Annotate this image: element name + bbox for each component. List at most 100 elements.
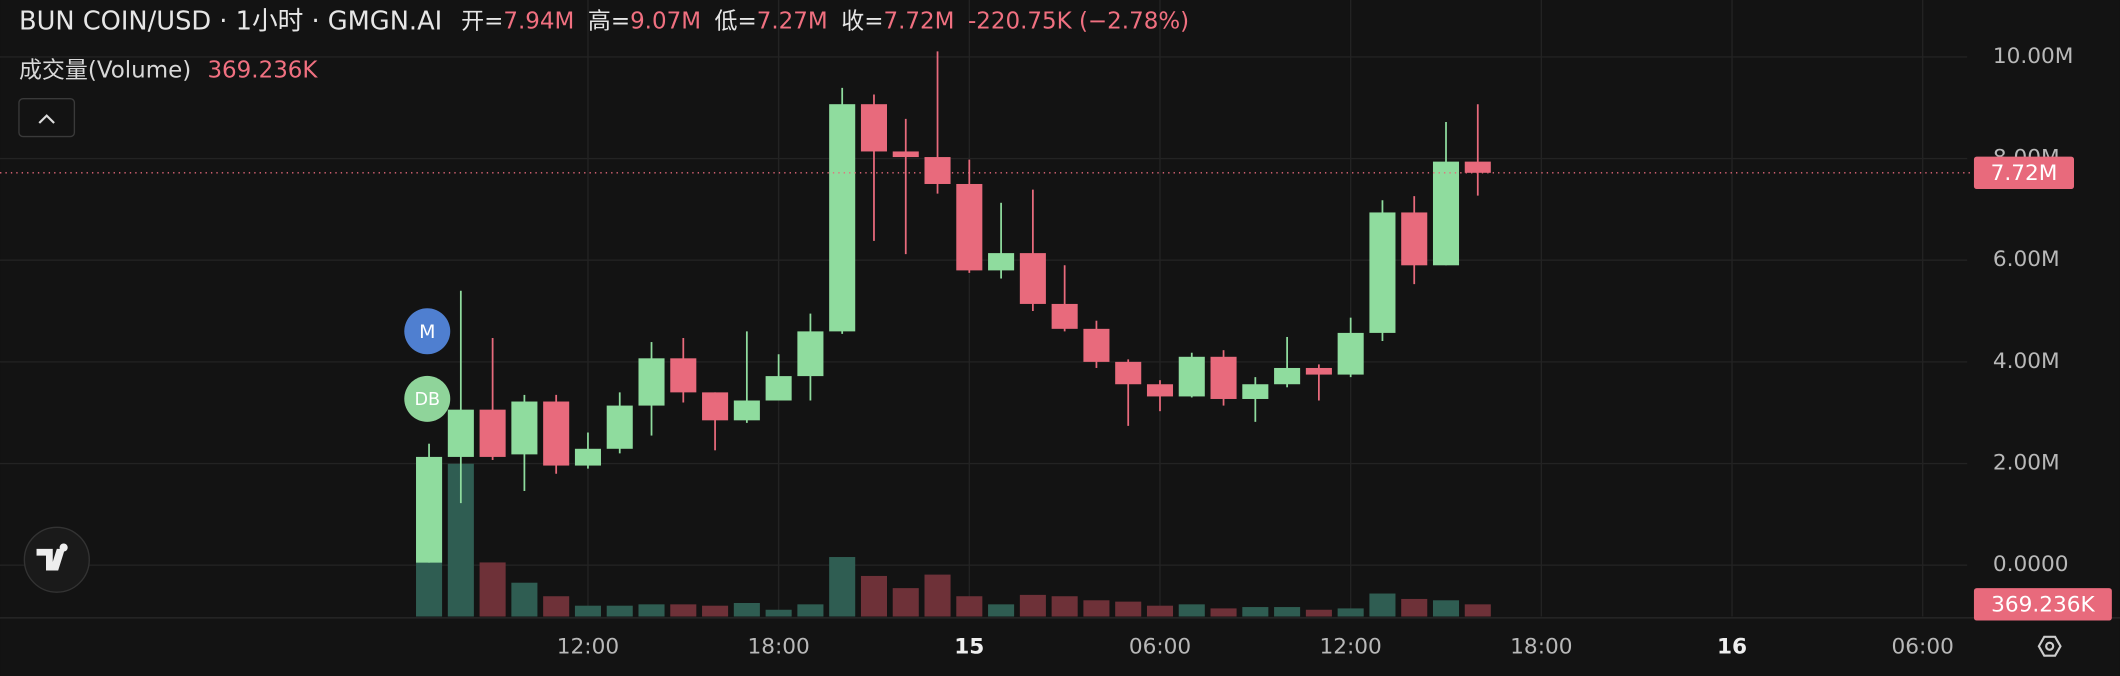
volume-bar <box>765 609 792 617</box>
volume-bar <box>1432 600 1460 617</box>
x-tick-label: 18:00 <box>1510 635 1572 660</box>
settings-button[interactable] <box>2037 635 2062 657</box>
collapse-button-box[interactable] <box>18 98 76 138</box>
candle-body <box>543 401 570 466</box>
x-tick-label: 18:00 <box>747 635 809 660</box>
marker-m[interactable]: M <box>404 308 451 355</box>
candle-body <box>860 104 888 152</box>
candle-body <box>702 392 729 421</box>
volume-bar <box>1274 607 1301 617</box>
volume-bar <box>956 596 983 617</box>
volume-bar <box>670 604 697 617</box>
change-value: -220.75K (−2.78%) <box>968 8 1189 34</box>
volume-bar <box>733 602 760 617</box>
volume-bar <box>1115 601 1142 617</box>
overlay: 7.72M 369.236K <box>0 156 2112 621</box>
marker-db-circle[interactable] <box>404 375 451 422</box>
collapse-icon[interactable] <box>38 114 55 124</box>
logo-mark[interactable] <box>36 543 68 571</box>
volume-bar <box>1178 604 1205 617</box>
volume-bar <box>702 605 729 617</box>
ohlc-value: 7.72M <box>883 8 954 34</box>
candle-body <box>479 409 506 457</box>
volume-bar <box>829 557 856 617</box>
tradingview-logo[interactable] <box>23 526 90 593</box>
candle-body <box>416 456 443 563</box>
volume-bar <box>892 588 919 617</box>
volume-legend: 成交量(Volume) 369.236K <box>19 57 318 83</box>
candle-body <box>892 151 919 158</box>
candle-body <box>1464 161 1491 173</box>
candle-body <box>1051 303 1078 329</box>
candle-body <box>1369 212 1396 333</box>
candle-body <box>1401 212 1428 266</box>
last-price-tag <box>1973 156 2074 190</box>
candle-body <box>670 358 697 393</box>
volume-tag <box>1973 588 2112 621</box>
candle-body <box>447 409 474 457</box>
volume-legend-name: 成交量(Volume) <box>19 57 191 83</box>
volume-legend-value: 369.236K <box>207 57 318 83</box>
collapse-button[interactable] <box>18 98 76 138</box>
marker-db[interactable]: DB <box>404 375 451 422</box>
candles <box>416 51 1491 563</box>
ohlc-label: 高= <box>588 8 630 34</box>
volume-bar <box>1305 609 1332 617</box>
ohlc-label: 开= <box>461 8 503 34</box>
volume-bar <box>1146 605 1174 617</box>
marker-db-text[interactable]: DB <box>414 390 440 410</box>
header-title: BUN COIN/USD · 1小时 · GMGN.AI <box>19 6 442 36</box>
ohlc-value: 9.07M <box>630 8 701 34</box>
volume-bar <box>797 604 824 617</box>
volume-bar <box>511 582 538 617</box>
x-tick-label: 12:00 <box>1320 635 1382 660</box>
candle-body <box>574 448 601 466</box>
volume-bar <box>543 596 570 617</box>
x-tick-label: 06:00 <box>1892 635 1954 660</box>
volume-bar <box>1083 600 1110 617</box>
candle-body <box>1210 356 1237 399</box>
candle-body <box>638 358 665 406</box>
candle-body <box>1146 384 1174 397</box>
settings-icon[interactable] <box>2037 635 2062 657</box>
volume-bar <box>860 575 888 617</box>
volume-bar <box>1051 596 1078 617</box>
y-tick-label: 6.00M <box>1993 247 2060 272</box>
y-tick-label: 4.00M <box>1993 349 2060 374</box>
ohlc-value: 7.27M <box>757 8 828 34</box>
volume-bar <box>638 604 665 617</box>
marker-m-text[interactable]: M <box>419 321 435 343</box>
last-price-label: 7.72M <box>1991 161 2058 186</box>
volume-bar <box>1019 594 1046 617</box>
volume-bar <box>1401 598 1428 617</box>
y-tick-label: 10.00M <box>1993 44 2074 69</box>
volume-bar <box>574 605 601 617</box>
candle-body <box>1432 161 1460 266</box>
header: BUN COIN/USD · 1小时 · GMGN.AI 开=7.94M 高=9.0… <box>19 6 1189 36</box>
volume-bar <box>1369 593 1396 617</box>
candle-body <box>1305 367 1332 375</box>
settings-dot[interactable] <box>2045 641 2055 651</box>
candle-body <box>924 157 951 184</box>
candle-body <box>511 401 538 455</box>
ohlc-value: 7.94M <box>503 8 574 34</box>
volume-tag-label: 369.236K <box>1991 593 2095 618</box>
x-tick-label: 15 <box>954 635 984 660</box>
ohlc-label: 低= <box>715 8 757 34</box>
candle-body <box>606 405 633 449</box>
x-tick-label: 06:00 <box>1129 635 1191 660</box>
candle-body <box>956 183 983 271</box>
candle-body <box>829 104 856 332</box>
volume-bar <box>924 574 951 617</box>
candle-body <box>1019 253 1046 304</box>
volume-bar <box>606 605 633 617</box>
volume-bar <box>1337 608 1364 617</box>
candle-body <box>1083 328 1110 362</box>
x-tick-label: 16 <box>1717 635 1747 660</box>
volume-bar <box>1210 608 1237 617</box>
ohlc-label: 收= <box>841 8 883 34</box>
candle-body <box>1115 361 1142 385</box>
marker-m-circle[interactable] <box>404 308 451 355</box>
